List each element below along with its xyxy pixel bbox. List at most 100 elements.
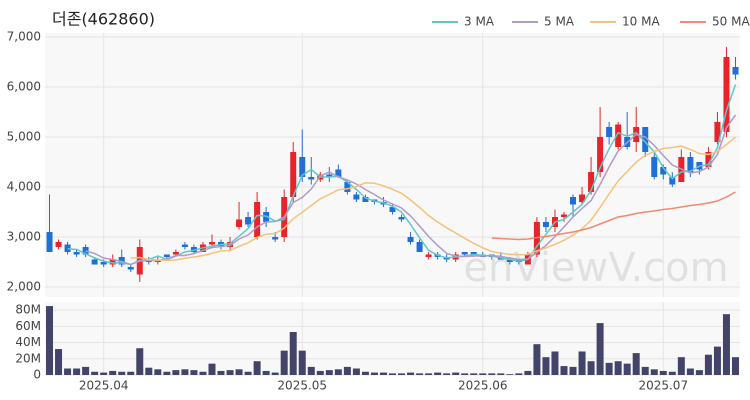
candle-body	[208, 242, 215, 245]
volume-bar	[208, 363, 216, 375]
volume-bar	[668, 371, 676, 375]
volume-bar	[614, 361, 622, 375]
candle-body	[190, 247, 197, 252]
candle-body	[181, 244, 188, 247]
legend-label: 10 MA	[622, 15, 660, 29]
volume-bar	[443, 373, 451, 375]
x-tick-label: 2025.04	[79, 379, 129, 393]
volume-bar	[533, 344, 541, 375]
candle-body	[461, 252, 468, 255]
volume-bar	[379, 372, 387, 375]
volume-tick-label: 80M	[15, 303, 41, 317]
volume-bar	[226, 370, 234, 375]
y-tick-label: 7,000	[7, 30, 41, 44]
volume-bar	[695, 370, 703, 375]
candle-body	[353, 194, 360, 200]
y-tick-label: 2,000	[7, 280, 41, 294]
y-tick-label: 6,000	[7, 80, 41, 94]
volume-bar	[136, 348, 144, 375]
candle-body	[64, 244, 71, 252]
legend-label: 3 MA	[464, 15, 495, 29]
candle-body	[46, 232, 53, 252]
volume-tick-label: 40M	[15, 335, 41, 349]
candle-body	[263, 212, 270, 222]
price-panel	[45, 33, 740, 297]
volume-bar	[461, 373, 469, 375]
volume-bar	[515, 373, 523, 375]
chart-title: 더존(462860)	[52, 10, 155, 29]
volume-bar	[172, 370, 180, 375]
volume-bar	[325, 370, 333, 375]
candle-body	[163, 254, 170, 257]
volume-bar	[163, 371, 171, 375]
candle-body	[254, 202, 261, 237]
candle-body	[615, 124, 622, 147]
candle-body	[236, 219, 243, 227]
volume-bar	[470, 373, 478, 375]
candle-body	[560, 214, 567, 217]
volume-bar	[127, 371, 135, 375]
volume-bar	[199, 371, 207, 375]
volume-bar	[235, 369, 243, 375]
candle-body	[109, 259, 116, 265]
volume-bar	[551, 351, 559, 375]
candle-body	[570, 197, 577, 205]
candle-body	[362, 197, 369, 202]
watermark: enViewV.com	[463, 245, 728, 291]
candle-body	[100, 262, 107, 265]
candle-body	[506, 259, 513, 262]
volume-bar	[154, 369, 162, 375]
volume-bar	[389, 373, 396, 375]
volume-bar	[280, 350, 288, 375]
volume-bar	[605, 362, 613, 375]
candle-body	[73, 252, 80, 255]
volume-bar	[704, 354, 712, 375]
volume-bar	[596, 323, 604, 375]
candle-body	[127, 267, 134, 270]
candle-body	[651, 157, 658, 177]
volume-bar	[244, 371, 252, 375]
y-tick-label: 5,000	[7, 130, 41, 144]
volume-bar	[334, 369, 342, 375]
candle-body	[705, 152, 712, 167]
volume-bar	[560, 366, 568, 375]
volume-tick-label: 0	[33, 368, 41, 382]
legend-label: 50 MA	[712, 15, 750, 29]
candle-body	[308, 177, 315, 180]
volume-bar	[407, 372, 415, 375]
volume-bar	[722, 314, 730, 375]
candle-body	[272, 237, 279, 240]
volume-bar	[190, 370, 198, 375]
candle-body	[82, 247, 89, 255]
candle-body	[299, 157, 306, 177]
candle-body	[172, 252, 179, 255]
y-tick-label: 3,000	[7, 230, 41, 244]
volume-bar	[145, 367, 153, 375]
legend-label: 5 MA	[544, 15, 575, 29]
volume-bar	[82, 366, 90, 375]
volume-bar	[452, 372, 460, 375]
candle-body	[714, 122, 721, 142]
volume-bar	[64, 368, 72, 375]
volume-bar	[307, 366, 315, 375]
ma-line	[67, 84, 737, 266]
volume-panel	[45, 302, 740, 375]
volume-bar	[361, 371, 369, 375]
candle-body	[91, 259, 98, 265]
volume-bar	[641, 366, 649, 375]
volume-bar	[623, 363, 631, 375]
candle-body	[606, 127, 613, 137]
volume-bar	[298, 350, 306, 375]
volume-bar	[686, 368, 694, 375]
volume-bar	[677, 357, 685, 375]
volume-bar	[343, 366, 351, 375]
volume-bar	[46, 306, 54, 375]
volume-bar	[73, 368, 81, 375]
volume-bar	[100, 372, 108, 375]
x-tick-label: 2025.07	[638, 379, 688, 393]
candle-body	[660, 167, 667, 175]
volume-bar	[479, 373, 487, 375]
volume-bar	[289, 332, 297, 375]
candle-body	[542, 222, 549, 227]
volume-bar	[253, 361, 261, 375]
